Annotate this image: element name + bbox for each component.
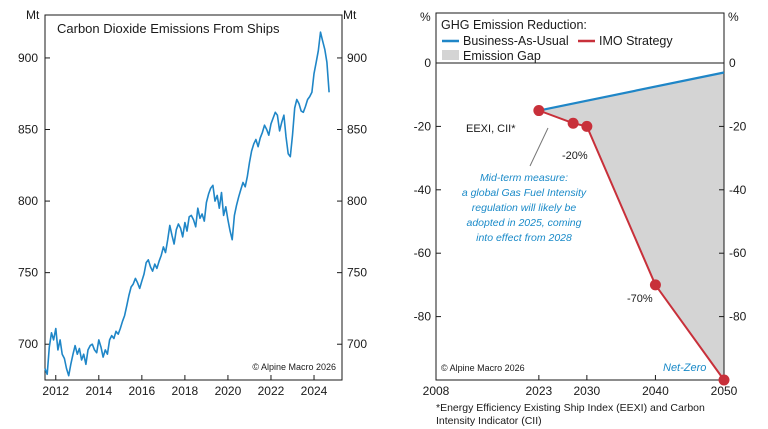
left-x-tick-label: 2014 (85, 384, 112, 398)
left-axis-ticks: 2012 2014 2016 2018 2020 2022 2024 700 700 750 750… (18, 51, 367, 398)
legend-label-bau: Business-As-Usual (463, 34, 569, 48)
left-chart-title: Carbon Dioxide Emissions From Ships (57, 21, 280, 36)
right-chart-credit: © Alpine Macro 2026 (441, 363, 525, 373)
right-axis-ticks: 2008 2023 2030 2040 2050 0 0 -20 -20 -40 -40 -60 -60… (414, 56, 747, 398)
right-x-tick-label: 2008 (423, 384, 450, 398)
note-line-5: into effect from 2028 (476, 232, 572, 244)
left-x-tick-label: 2024 (301, 384, 328, 398)
footnote-line-2: Intensity Indicator (CII) (436, 415, 542, 427)
co2-ships-chart: Mt Mt Carbon Dioxide Emissions From Ship… (18, 8, 367, 398)
legend-label-gap: Emission Gap (463, 49, 541, 63)
left-x-tick-label: 2012 (42, 384, 69, 398)
co2-emissions-line (44, 31, 330, 377)
right-y-tick-label: -60 (414, 246, 432, 260)
left-y-tick-label: 750 (18, 266, 38, 280)
left-y-tick-label: 850 (18, 123, 38, 137)
left-y-tick-label-right: 800 (347, 194, 367, 208)
right-axis-unit-right: % (728, 10, 739, 24)
note-line-2: a global Gas Fuel Intensity (462, 187, 587, 199)
left-x-tick-label: 2020 (215, 384, 242, 398)
note-line-4: adopted in 2025, coming (466, 217, 581, 229)
right-plot-frame (435, 12, 725, 381)
mid-term-note: Mid-term measure: a global Gas Fuel Inte… (462, 172, 587, 244)
right-y-tick-label-right: -80 (729, 310, 747, 324)
right-y-tick-label: 0 (424, 56, 431, 70)
right-x-tick-label: 2030 (574, 384, 601, 398)
right-x-tick-label: 2050 (711, 384, 738, 398)
left-plot-frame (44, 14, 343, 381)
right-y-tick-label: -80 (414, 310, 432, 324)
left-y-tick-label-right: 900 (347, 51, 367, 65)
left-axis-unit-right: Mt (343, 8, 357, 22)
right-y-tick-label-right: -40 (729, 183, 747, 197)
right-y-tick-label-right: 0 (729, 56, 736, 70)
imo-strategy-point (718, 374, 730, 386)
minus-70-label: -70% (627, 293, 653, 305)
left-y-tick-label-right: 750 (347, 266, 367, 280)
right-x-tick-label: 2023 (526, 384, 553, 398)
right-y-tick-label: -20 (414, 119, 432, 133)
right-y-tick-label: -40 (414, 183, 432, 197)
left-y-tick-label: 800 (18, 194, 38, 208)
left-x-tick-label: 2018 (172, 384, 199, 398)
note-pointer-line (529, 127, 549, 167)
minus-20-label: -20% (562, 150, 588, 162)
imo-strategy-point (567, 117, 579, 129)
imo-strategy-points (533, 105, 730, 386)
right-x-tick-label: 2040 (642, 384, 669, 398)
emission-gap-area (538, 72, 724, 380)
legend: GHG Emission Reduction: Business-As-Usua… (441, 18, 673, 63)
left-axis-unit-left: Mt (26, 8, 40, 22)
right-y-tick-label-right: -20 (729, 119, 747, 133)
footnote-line-1: *Energy Efficiency Existing Ship Index (… (436, 402, 705, 414)
imo-strategy-point (649, 279, 661, 291)
note-line-3: regulation will likely be (472, 202, 577, 214)
legend-swatch-gap (442, 50, 459, 60)
business-as-usual-line (538, 71, 725, 112)
note-line-1: Mid-term measure: (480, 172, 568, 184)
left-y-tick-label-right: 850 (347, 123, 367, 137)
eexi-cii-label: EEXI, CII* (466, 123, 516, 135)
right-y-tick-label-right: -60 (729, 246, 747, 260)
ghg-reduction-chart: % % 2008 2023 2030 2040 2050 0 0 -20 -20 -40 -40 -6… (414, 10, 747, 427)
imo-strategy-point (533, 105, 545, 117)
left-y-tick-label-right: 700 (347, 337, 367, 351)
left-chart-credit: © Alpine Macro 2026 (252, 362, 336, 372)
left-y-tick-label: 900 (18, 51, 38, 65)
right-axis-unit-left: % (420, 10, 431, 24)
left-x-tick-label: 2022 (258, 384, 285, 398)
imo-strategy-point (581, 120, 593, 132)
legend-title: GHG Emission Reduction: (441, 18, 587, 32)
net-zero-label: Net-Zero (663, 362, 706, 374)
legend-label-imo: IMO Strategy (599, 34, 673, 48)
left-y-tick-label: 700 (18, 337, 38, 351)
left-x-tick-label: 2016 (128, 384, 155, 398)
